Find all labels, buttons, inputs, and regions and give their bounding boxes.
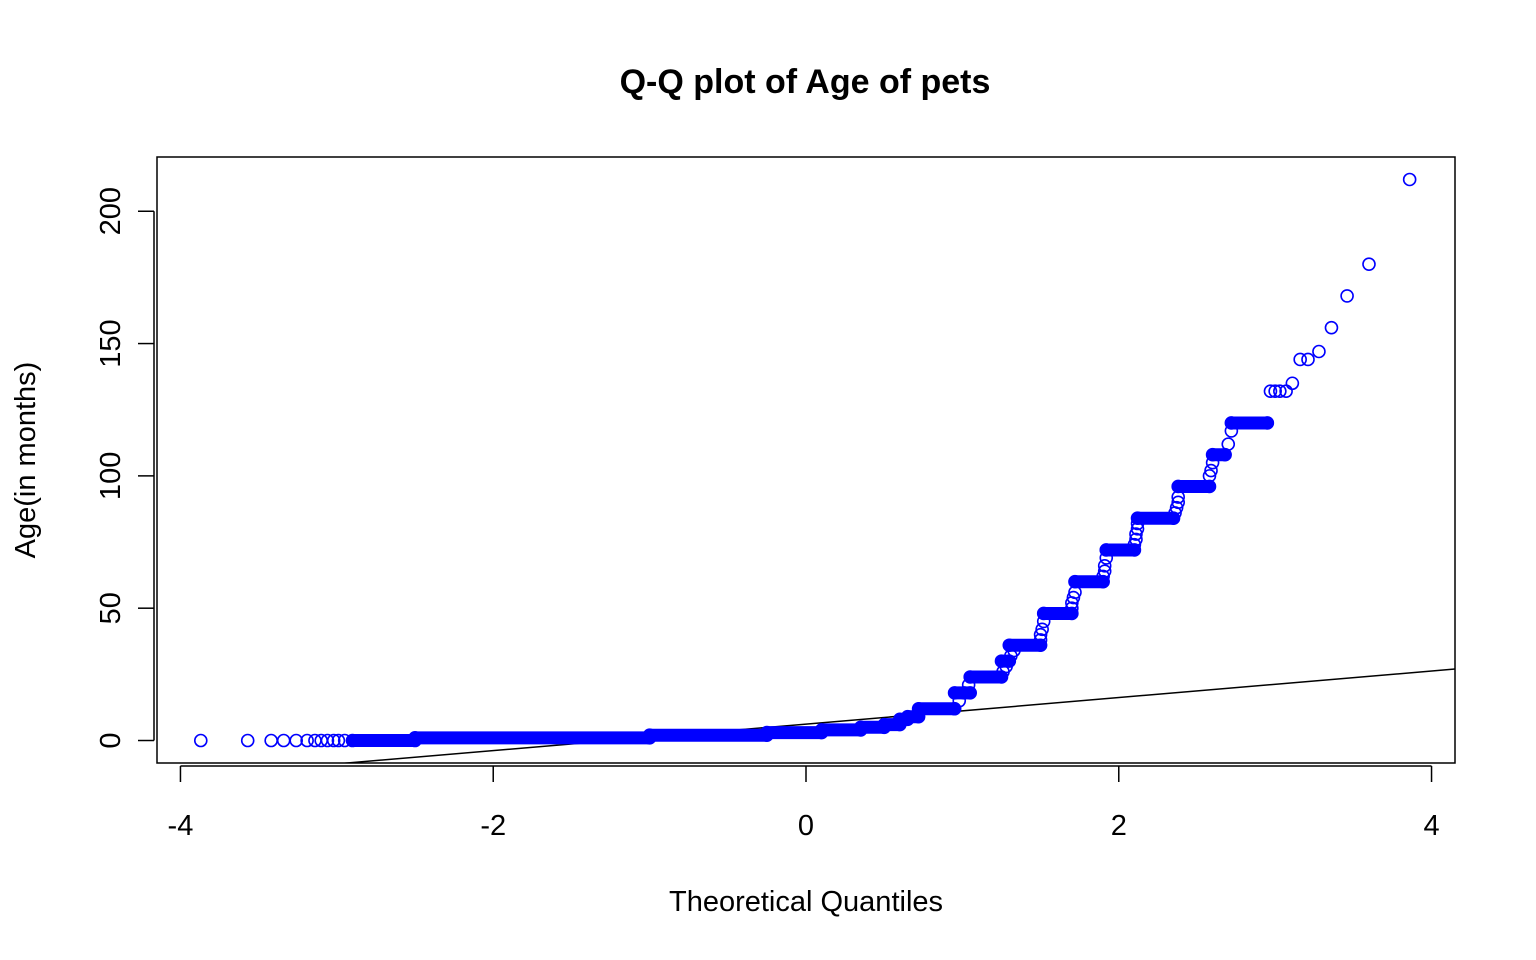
data-point [1130,522,1145,536]
data-point [300,733,314,748]
data-point [1129,532,1143,547]
data-point [240,733,255,748]
x-tick-label: 2 [1111,810,1127,842]
data-point [911,701,926,716]
data-point [1068,585,1082,600]
data-point [1224,416,1239,430]
data-point [1099,543,1114,557]
data-point [1312,344,1326,359]
data-point [193,733,208,748]
data-point [1007,643,1021,658]
data-point [1068,574,1082,589]
data-point [1171,479,1185,494]
data-point [947,686,962,700]
y-tick-label: 200 [95,187,127,235]
plot-frame [156,156,1456,764]
y-tick-label: 150 [95,319,127,367]
data-point [1340,289,1354,303]
data-point [1130,516,1145,531]
y-axis-title: Age(in months) [10,362,42,559]
data-point [963,670,978,684]
x-tick-label: 4 [1423,810,1439,842]
y-tick-label: 0 [95,732,127,748]
data-point [1033,627,1048,642]
y-axis: 0 50 100 150 200 [95,187,155,749]
data-point [1171,490,1185,504]
data-point [289,733,303,748]
data-point [957,686,971,700]
data-point [1035,622,1049,637]
data-point [1324,320,1339,335]
data-point [1285,376,1300,391]
data-point [961,678,976,692]
x-tick-label: -4 [168,810,194,842]
data-point [326,733,341,748]
x-axis: -4 -2 0 2 4 [168,765,1440,842]
y-tick-label: 50 [95,592,127,624]
data-point [1066,590,1081,605]
data-point [1130,511,1145,526]
data-point [900,709,915,724]
data-point [1036,614,1051,629]
data-point [1127,537,1142,552]
data-point [1205,455,1220,470]
data-point [264,733,278,748]
data-point [1097,559,1112,573]
data-point [1260,416,1275,430]
data-point [760,725,774,740]
x-axis-title: Theoretical Quantiles [669,886,943,918]
data-point [1224,424,1239,438]
data-point [337,733,352,748]
data-point [1202,469,1217,483]
y-tick-label: 100 [95,452,127,500]
data-point [1096,569,1110,584]
chart-title: Q-Q plot of Age of pets [620,63,991,101]
data-point [1033,638,1048,653]
data-point [1273,384,1287,398]
data-point [320,733,335,748]
data-point [952,694,967,708]
data-point [1129,527,1143,541]
data-point [814,723,829,737]
data-point [642,728,657,743]
data-point [1301,352,1315,367]
data-point [1099,551,1114,565]
data-point [853,720,868,735]
data-point [331,733,346,748]
data-point [1033,633,1048,647]
data-point [1169,500,1184,515]
data-point [1402,172,1417,187]
data-point [345,733,360,748]
data-point [947,701,962,716]
data-point [1268,384,1282,398]
data-point [1362,257,1376,271]
data-point [1202,479,1217,494]
data-point [1204,463,1218,478]
data-point [1097,564,1112,578]
data-point [1127,543,1142,557]
data-point [1293,352,1307,367]
data-point [1065,606,1079,621]
data-point [877,717,891,732]
x-tick-label: 0 [798,810,814,842]
data-point [408,731,422,745]
data-point [963,686,978,700]
data-point [1036,606,1051,621]
reference-line [338,668,1455,763]
data-point [1096,574,1110,589]
data-point [1221,437,1236,451]
data-point [276,733,291,748]
data-point [1065,601,1079,615]
data-point [1263,384,1278,398]
x-tick-label: -2 [480,810,506,842]
plot-area [193,172,1455,763]
data-point [1171,495,1185,510]
